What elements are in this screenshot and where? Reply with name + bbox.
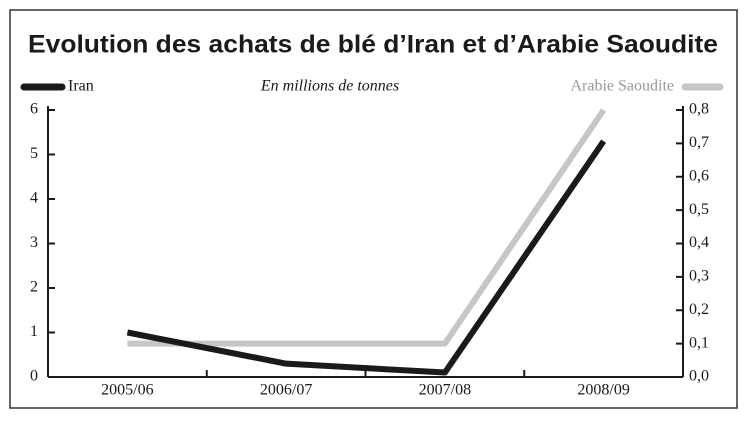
y-tick-label: 0: [30, 368, 38, 385]
y-tick-label: 2: [30, 279, 38, 296]
x-tick-label: 2006/07: [260, 382, 312, 399]
legend-label: Arabie Saoudite: [570, 78, 674, 95]
x-tick-label: 2008/09: [577, 382, 629, 399]
chart-title: Evolution des achats de blé d’Iran et d’…: [28, 31, 718, 59]
y2-tick-label: 0,3: [689, 268, 709, 285]
y2-tick-label: 0,1: [689, 334, 709, 351]
series-line: [127, 108, 607, 347]
y-tick-label: 6: [30, 101, 38, 118]
legend-label: Iran: [68, 78, 94, 95]
y-tick-label: 3: [30, 234, 38, 251]
x-tick-label: 2005/06: [101, 382, 153, 399]
x-tick-label: 2007/08: [419, 382, 471, 399]
y2-tick-label: 0,6: [689, 167, 709, 184]
frame: [9, 9, 738, 409]
series-line: [126, 139, 607, 376]
y2-tick-label: 0,7: [689, 134, 709, 151]
y2-tick-label: 0,8: [689, 101, 709, 118]
y2-tick-label: 0,5: [689, 201, 709, 218]
y2-tick-label: 0,4: [689, 234, 709, 251]
chart-subtitle: En millions de tonnes: [260, 78, 399, 95]
y2-tick-label: 0,0: [689, 368, 709, 385]
y-tick-label: 5: [30, 145, 38, 162]
y-tick-label: 4: [30, 190, 38, 207]
y2-tick-label: 0,2: [689, 301, 709, 318]
y-tick-label: 1: [30, 323, 38, 340]
